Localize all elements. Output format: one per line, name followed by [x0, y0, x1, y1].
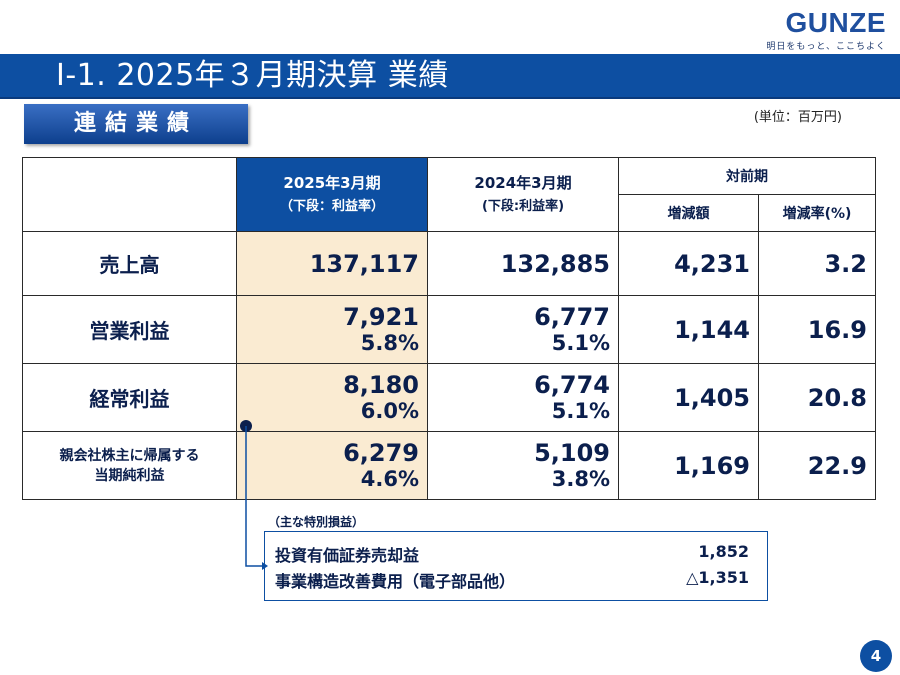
- special-item-value: 1,852: [698, 542, 749, 561]
- special-item-value: △1,351: [686, 568, 749, 587]
- current-period-label: 2025年3月期: [283, 173, 381, 192]
- current-cell: 6,279 4.6%: [236, 431, 428, 500]
- connector-arrowhead: [262, 562, 268, 570]
- prior-value: 5,109: [534, 438, 610, 467]
- table-row: 親会社株主に帰属する 当期純利益 6,279 4.6% 5,109 3.8% 1…: [22, 431, 876, 500]
- current-margin: 5.8%: [360, 330, 419, 355]
- prior-value: 6,774: [534, 370, 610, 399]
- change-value: 1,405: [618, 363, 759, 432]
- page-title: Ⅰ-1. 2025年３月期決算 業績: [56, 58, 449, 93]
- header-current-period: 2025年3月期 （下段：利益率）: [236, 157, 428, 232]
- prior-period-label: 2024年3月期: [474, 173, 572, 192]
- unit-note: (単位：百万円): [753, 110, 842, 125]
- row-label: 売上高: [22, 231, 237, 296]
- special-items-box: 投資有価証券売却益 1,852 事業構造改善費用（電子部品他） △1,351: [264, 531, 768, 601]
- change-value: 1,144: [618, 295, 759, 364]
- prior-value: 132,885: [427, 231, 619, 296]
- special-item-name: 投資有価証券売却益: [275, 546, 420, 565]
- current-margin: 6.0%: [360, 398, 419, 423]
- change-value: 1,169: [618, 431, 759, 500]
- title-bar: Ⅰ-1. 2025年３月期決算 業績: [0, 54, 900, 99]
- header-change-rate: 増減率(%): [758, 194, 876, 232]
- rate-value: 22.9: [758, 431, 876, 500]
- connector-line: [245, 426, 262, 567]
- current-value: 137,117: [236, 231, 428, 296]
- current-period-sub: （下段：利益率）: [279, 198, 384, 214]
- table-row: 経常利益 8,180 6.0% 6,774 5.1% 1,405 20.8: [22, 363, 876, 432]
- row-label: 経常利益: [22, 363, 237, 432]
- results-table: 2025年3月期 （下段：利益率） 2024年3月期 (下段:利益率) 対前期 …: [22, 157, 876, 500]
- rate-value: 3.2: [758, 231, 876, 296]
- current-cell: 7,921 5.8%: [236, 295, 428, 364]
- brand-tagline: 明日をもっと、ここちよく: [766, 42, 886, 52]
- current-value: 7,921: [343, 302, 419, 331]
- prior-margin: 5.1%: [551, 330, 610, 355]
- special-items-label: （主な特別損益）: [268, 515, 365, 529]
- gunze-logo: GUNZE 明日をもっと、ここちよく: [766, 7, 886, 53]
- rate-value: 20.8: [758, 363, 876, 432]
- prior-period-sub: (下段:利益率): [481, 198, 565, 214]
- current-value: 8,180: [343, 370, 419, 399]
- brand-name: GUNZE: [785, 7, 886, 38]
- prior-margin: 3.8%: [551, 466, 610, 491]
- prior-value: 6,777: [534, 302, 610, 331]
- prior-cell: 5,109 3.8%: [427, 431, 619, 500]
- table-row: 売上高 137,117 132,885 4,231 3.2: [22, 231, 876, 296]
- current-cell: 8,180 6.0%: [236, 363, 428, 432]
- row-label: 親会社株主に帰属する 当期純利益: [22, 431, 237, 500]
- header-prior-period: 2024年3月期 (下段:利益率): [427, 157, 619, 232]
- prior-cell: 6,774 5.1%: [427, 363, 619, 432]
- page-number: 4: [860, 640, 892, 672]
- current-value: 6,279: [343, 438, 419, 467]
- rate-value: 16.9: [758, 295, 876, 364]
- prior-margin: 5.1%: [551, 398, 610, 423]
- section-label: 連結業績: [24, 104, 248, 144]
- row-label: 営業利益: [22, 295, 237, 364]
- row-label-line1: 親会社株主に帰属する: [59, 447, 200, 464]
- current-margin: 4.6%: [360, 466, 419, 491]
- special-item-name: 事業構造改善費用（電子部品他）: [275, 572, 516, 591]
- row-label-line2: 当期純利益: [94, 467, 165, 484]
